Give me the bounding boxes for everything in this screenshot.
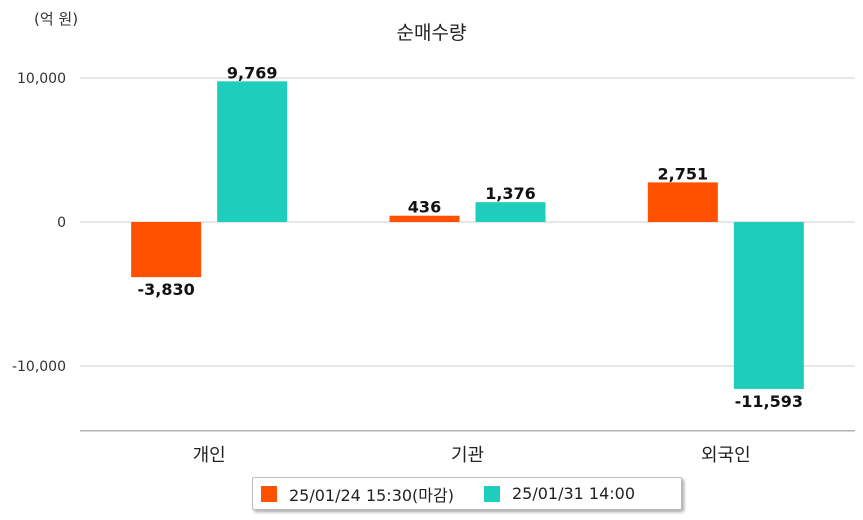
bar <box>389 215 460 222</box>
unit-label: (억 원) <box>34 10 79 28</box>
y-tick-label: 0 <box>57 215 66 231</box>
legend-label-series-2: 25/01/31 14:00 <box>511 484 636 503</box>
bar <box>475 202 546 222</box>
legend-item-series-1[interactable]: 25/01/24 15:30(마감) <box>261 482 454 506</box>
x-tick-label: 개인 <box>193 445 226 466</box>
bar <box>131 222 202 278</box>
legend: 25/01/24 15:30(마감) 25/01/31 14:00 <box>252 477 682 510</box>
x-tick-label: 외국인 <box>701 445 751 466</box>
data-label: 2,751 <box>658 164 709 183</box>
bar <box>647 182 718 222</box>
legend-swatch-series-2 <box>483 485 500 502</box>
chart-title: 순매수량 <box>396 22 467 44</box>
y-tick-label: 10,000 <box>17 71 66 87</box>
data-label: -11,593 <box>735 392 803 411</box>
legend-item-series-2[interactable]: 25/01/31 14:00 <box>483 484 636 503</box>
data-label: -3,830 <box>138 280 195 299</box>
data-label: 436 <box>408 198 441 217</box>
y-tick-label: -10,000 <box>12 359 66 375</box>
legend-swatch-series-1 <box>261 485 277 502</box>
data-label: 1,376 <box>485 184 536 203</box>
legend-label-series-1: 25/01/24 15:30(마감) <box>289 485 454 505</box>
bar <box>217 81 288 222</box>
bar <box>733 222 804 389</box>
bar-chart: 10,000 0 -10,000 개인 -3,830 9,769 기관 436 1,376 외국인… <box>12 63 855 466</box>
data-label: 9,769 <box>227 63 278 82</box>
x-tick-label: 기관 <box>451 445 484 466</box>
